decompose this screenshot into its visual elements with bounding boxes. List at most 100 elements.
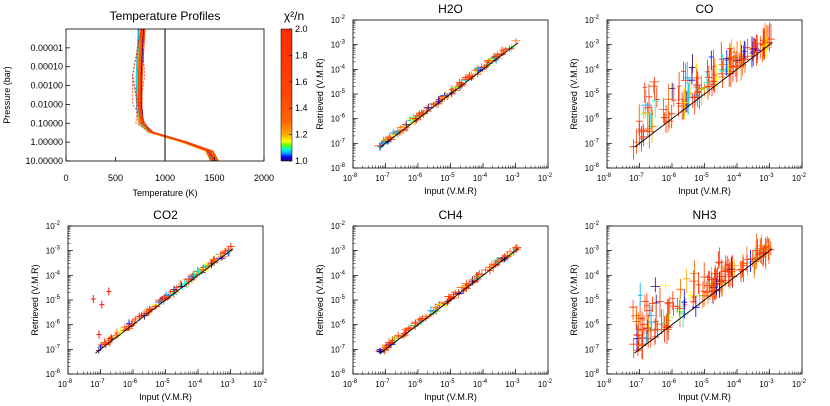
- co-data-point: [641, 89, 651, 111]
- co2-data-point: [220, 250, 226, 255]
- ch4-title: CH4: [438, 208, 462, 222]
- ch4-y-tick-label: 10-8: [331, 369, 346, 379]
- co2-data-point: [228, 242, 234, 250]
- nh3-data-point: [638, 282, 643, 306]
- nh3-data-point: [653, 304, 659, 331]
- nh3-data-point: [689, 270, 698, 298]
- co-ticks: 10-810-8 10-7 10-7 10-6 10-6 10-5 10-5 10-4 10-4…: [585, 15, 807, 183]
- co2-data-point: [212, 255, 217, 263]
- h2o-data-point: [500, 47, 508, 54]
- ch4-x-tick-label: 10-3: [505, 379, 520, 389]
- ch4-data-point: [427, 306, 435, 314]
- co-data-point: [681, 61, 686, 81]
- co-data-point: [645, 84, 653, 114]
- nh3-data-point: [717, 259, 727, 291]
- co2-y-label: Retrieved (V.M.R): [30, 264, 40, 335]
- nh3-x-tick-label: 10-5: [694, 379, 709, 389]
- nh3-data-point: [663, 317, 673, 341]
- co2-x-tick-label: 10-8: [58, 379, 73, 389]
- nh3-data-point: [676, 278, 685, 299]
- h2o-data-point: [461, 77, 471, 82]
- nh3-data-point: [655, 287, 665, 318]
- h2o-x-tick-label: 10-7: [375, 173, 390, 183]
- co2-outlier-point: [96, 330, 102, 339]
- co-data-point: [749, 36, 755, 68]
- co-x-tick-label: 10-4: [727, 173, 742, 183]
- co-data-point: [694, 75, 702, 100]
- nh3-data-point: [668, 301, 679, 316]
- temperature-profile-outlier: [131, 29, 216, 161]
- nh3-y-tick-label: 10-7: [585, 344, 600, 354]
- temperature-y-ticks: 0.00001 0.00010 0.00100 0.01000 0.10000 1.000…: [25, 43, 70, 166]
- co-data-point: [671, 83, 677, 107]
- nh3-y-tick-label: 10-3: [585, 246, 600, 256]
- nh3-y-tick-label: 10-8: [585, 369, 600, 379]
- ch4-y-tick-label: 10-2: [331, 221, 346, 231]
- co-data-point: [726, 42, 733, 61]
- temperature-y-tick-label: 10.00000: [25, 156, 63, 166]
- co2-panel: CO210-810-810-710-710-610-610-510-510-41…: [30, 208, 268, 402]
- co2-y-tick-label: 10-6: [46, 320, 61, 330]
- co-y-tick-label: 10-6: [585, 114, 600, 124]
- nh3-data-point: [690, 260, 699, 289]
- co-data-point: [649, 77, 660, 99]
- temperature-y-tick-label: 1.00000: [30, 137, 63, 147]
- co-data-point: [718, 60, 727, 88]
- co2-one-to-one-line: [95, 248, 234, 354]
- ch4-y-tick-label: 10-4: [331, 270, 346, 280]
- h2o-x-tick-label: 10-2: [538, 173, 553, 183]
- nh3-x-tick-label: 10-7: [629, 379, 644, 389]
- temperature-profile-lines: [131, 29, 219, 161]
- h2o-data-point: [408, 118, 416, 126]
- temperature-profile-line: [138, 29, 215, 161]
- nh3-x-tick-label: 10-3: [759, 379, 774, 389]
- co-data-point: [726, 48, 736, 69]
- nh3-data-point: [640, 294, 650, 312]
- co2-data-point: [170, 285, 178, 294]
- co2-data-point: [199, 268, 206, 273]
- nh3-one-to-one-line: [634, 248, 773, 354]
- co-panel: CO10-810-810-710-710-610-610-510-510-410…: [569, 2, 807, 196]
- h2o-y-tick-label: 10-8: [331, 163, 346, 173]
- co-y-tick-label: 10-8: [585, 163, 600, 173]
- nh3-data-point: [629, 337, 639, 359]
- nh3-data-point: [745, 254, 751, 277]
- co-data-point: [660, 112, 669, 124]
- nh3-data-point: [752, 253, 761, 265]
- co2-data-point: [106, 336, 114, 343]
- co-data-point: [637, 121, 642, 146]
- temperature-x-tick-label: 500: [108, 173, 123, 183]
- co-x-tick-label: 10-7: [629, 173, 644, 183]
- nh3-y-tick-label: 10-2: [585, 221, 600, 231]
- co2-data-point: [132, 315, 138, 323]
- co-x-tick-label: 10-8: [597, 173, 612, 183]
- ch4-data-point: [402, 327, 412, 333]
- nh3-data-point: [695, 272, 702, 294]
- nh3-x-tick-label: 10-8: [597, 379, 612, 389]
- ch4-data-point: [492, 257, 502, 264]
- h2o-panel: H2O10-810-810-710-710-610-610-510-510-41…: [315, 2, 553, 196]
- co-data-point: [682, 87, 687, 119]
- nh3-data-point: [664, 298, 673, 319]
- co2-data-point: [101, 341, 111, 349]
- temperature-profile-outlier: [132, 29, 215, 161]
- h2o-x-tick-label: 10-8: [343, 173, 358, 183]
- nh3-data-point: [696, 285, 703, 307]
- co-data-point: [742, 49, 748, 73]
- nh3-data-point: [641, 330, 652, 346]
- nh3-x-tick-label: 10-2: [792, 379, 807, 389]
- co-y-tick-label: 10-7: [585, 138, 600, 148]
- colorbar-frame: [280, 28, 293, 162]
- ch4-panel: CH410-810-810-710-710-610-610-510-510-41…: [315, 208, 553, 402]
- nh3-data-point: [739, 253, 747, 277]
- co-data-point: [663, 104, 673, 133]
- temperature-profile-line: [137, 29, 216, 161]
- co-data-point: [658, 98, 668, 124]
- nh3-data-point: [714, 247, 725, 267]
- h2o-data-point: [408, 113, 419, 122]
- temperature-profile-line: [137, 29, 213, 161]
- nh3-x-tick-label: 10-6: [662, 379, 677, 389]
- temperature-x-tick-label: 2000: [254, 173, 274, 183]
- nh3-data-point: [645, 302, 654, 318]
- nh3-data-point: [744, 255, 750, 268]
